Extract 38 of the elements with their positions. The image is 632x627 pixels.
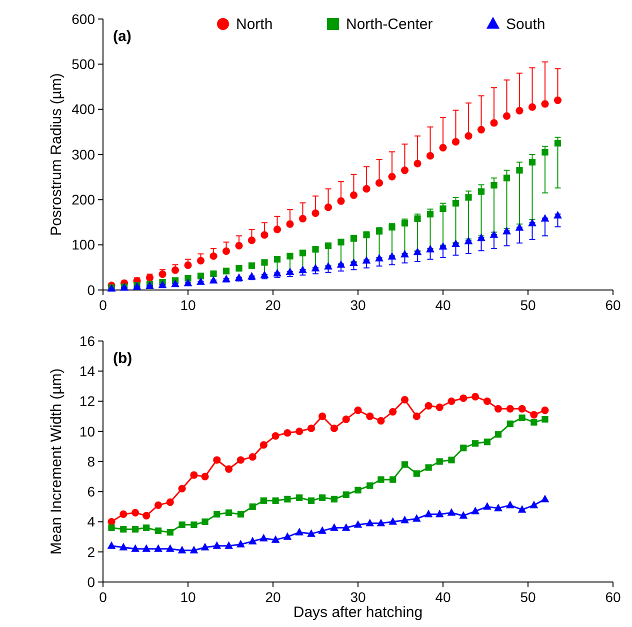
- legend-label: South: [506, 16, 546, 33]
- x-tick-label: 60: [605, 297, 621, 313]
- x-tick-label: 40: [435, 589, 451, 605]
- y-axis-title: Mean Increment Width (µm): [48, 368, 65, 555]
- text: (a): [113, 28, 132, 45]
- x-tick-label: 0: [99, 297, 108, 313]
- y-tick-label: 6: [87, 484, 96, 500]
- y-axis-title: Posrostrum Radius (µm): [48, 73, 65, 236]
- x-tick-label: 50: [520, 297, 536, 313]
- x-axis-title: Days after hatching: [293, 604, 423, 621]
- y-tick-label: 2: [87, 544, 96, 560]
- x-tick-label: 10: [180, 589, 196, 605]
- x-tick-label: 60: [605, 589, 621, 605]
- y-tick-label: 0: [87, 282, 96, 298]
- x-tick-label: 40: [435, 297, 451, 313]
- x-tick-label: 0: [99, 589, 108, 605]
- y-tick-label: 14: [79, 363, 96, 380]
- y-tick-label: 0: [87, 574, 96, 590]
- legend-label: North-Center: [346, 16, 433, 33]
- x-tick-label: 20: [265, 297, 281, 313]
- y-tick-label: 200: [72, 192, 96, 208]
- x-tick-label: 10: [180, 297, 196, 313]
- x-tick-label: 20: [265, 589, 281, 605]
- y-tick-label: 16: [79, 332, 96, 349]
- x-tick-label: 50: [520, 589, 536, 605]
- x-tick-label: 30: [350, 589, 366, 605]
- y-tick-label: 10: [79, 423, 96, 440]
- y-tick-label: 400: [72, 101, 96, 118]
- text: (b): [113, 350, 132, 367]
- y-tick-label: 500: [72, 56, 96, 72]
- legend-label: North: [236, 16, 273, 33]
- y-tick-label: 12: [79, 393, 96, 410]
- y-tick-label: 100: [72, 236, 96, 253]
- y-tick-label: 8: [87, 453, 96, 470]
- y-tick-label: 4: [87, 514, 96, 530]
- y-tick-label: 600: [72, 10, 96, 27]
- y-tick-label: 300: [72, 146, 96, 162]
- x-tick-label: 30: [350, 297, 366, 313]
